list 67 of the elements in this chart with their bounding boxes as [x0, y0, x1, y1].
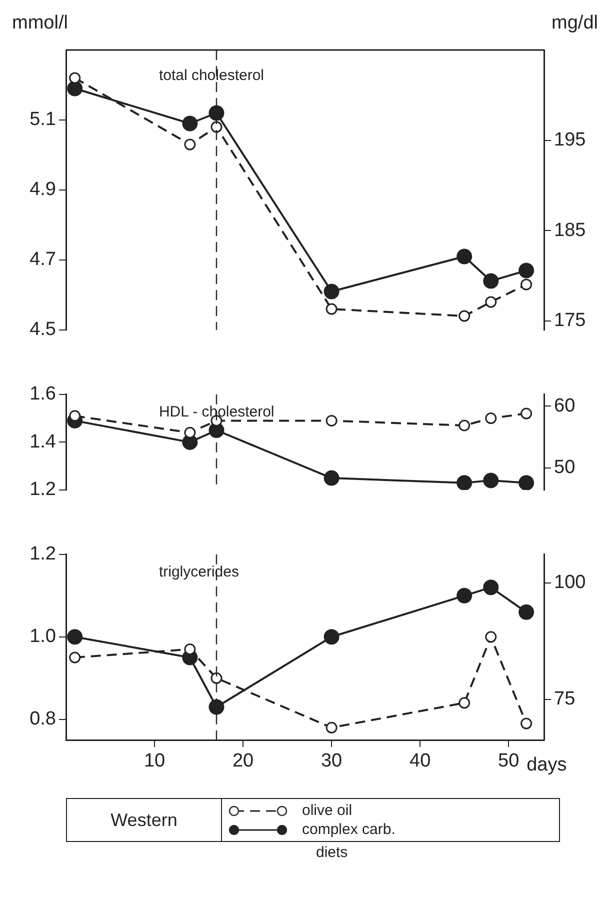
point [458, 697, 470, 709]
point [69, 72, 81, 84]
point [485, 296, 497, 308]
point [458, 310, 470, 322]
point [520, 278, 532, 290]
point [67, 80, 83, 96]
y-tick-label: 4.5 [30, 319, 56, 340]
y-tick-label: 4.9 [30, 179, 56, 200]
text: HDL - cholesterol [158, 404, 274, 421]
legend-label: olive oil [302, 802, 352, 819]
y2-tick-label: 50 [554, 457, 576, 478]
point [458, 420, 470, 432]
x-tick-label: 10 [144, 750, 166, 772]
point [456, 248, 472, 264]
point [518, 262, 534, 278]
y-tick-label: 0.8 [30, 708, 56, 730]
point [324, 284, 340, 300]
point [485, 631, 497, 643]
point [67, 629, 83, 645]
x-tick-label: 40 [410, 750, 431, 772]
point [326, 414, 338, 426]
y-tick-label: 5.1 [30, 109, 56, 130]
y2-axis-title: mg/dl [552, 12, 598, 34]
point [456, 475, 472, 490]
text: Western [110, 810, 178, 830]
point [456, 588, 472, 604]
point [210, 672, 222, 684]
point [326, 303, 338, 315]
point [483, 472, 499, 488]
text: total cholesterol [158, 67, 264, 84]
y2-tick-label: 75 [554, 688, 576, 710]
x-tick-label: 50 [498, 750, 520, 772]
point [483, 580, 499, 596]
y2-tick-label: 60 [554, 395, 576, 416]
point [324, 629, 340, 645]
legend-label: complex carb. [302, 821, 396, 838]
point [208, 699, 224, 715]
point [485, 412, 497, 424]
x-tick-label: 20 [232, 750, 254, 772]
point [184, 138, 196, 150]
point [324, 470, 340, 486]
x-axis-title: days [526, 754, 567, 776]
y-tick-label: 1.4 [30, 431, 56, 452]
point [69, 652, 81, 664]
y-tick-label: 1.6 [30, 384, 56, 405]
y-tick-label: 1.0 [30, 626, 56, 648]
text: triglycerides [158, 564, 239, 581]
y-tick-label: 1.2 [30, 479, 56, 500]
y-tick-label: 1.2 [30, 544, 56, 565]
point [210, 121, 222, 133]
point [208, 105, 224, 121]
y-tick-label: 4.7 [30, 249, 56, 270]
point [518, 604, 534, 620]
point [520, 408, 532, 420]
legend-title: diets [316, 844, 349, 861]
point [326, 722, 338, 734]
y2-tick-label: 175 [554, 310, 586, 332]
y-axis-title: mmol/l [12, 12, 68, 34]
point [518, 475, 534, 490]
x-tick-label: 30 [320, 750, 342, 772]
y2-tick-label: 185 [554, 220, 586, 241]
point [182, 116, 198, 132]
point [520, 718, 532, 730]
point [483, 273, 499, 289]
point [184, 426, 196, 438]
y2-tick-label: 195 [554, 130, 586, 151]
y2-tick-label: 100 [554, 572, 586, 594]
